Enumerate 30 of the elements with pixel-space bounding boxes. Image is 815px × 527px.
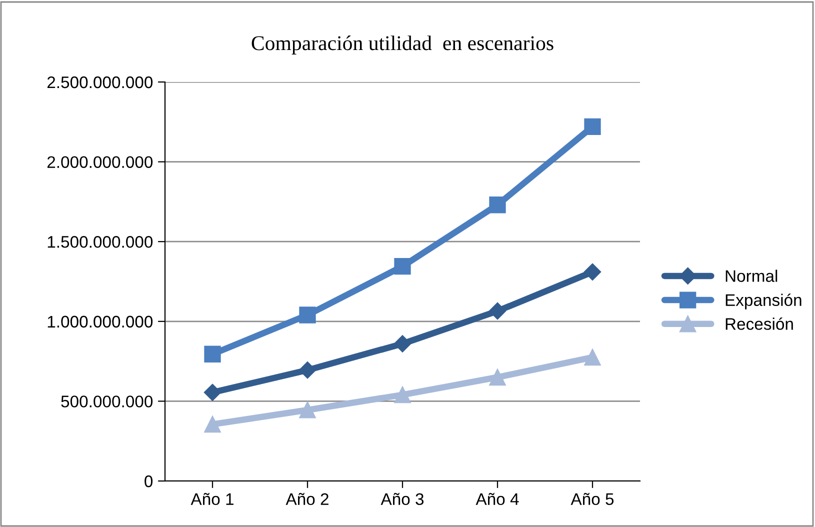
point: [489, 196, 506, 214]
x-tick-label: Año 5: [570, 492, 614, 506]
point: [394, 258, 411, 275]
x-tick-label: Año 1: [190, 492, 234, 506]
point: [204, 384, 222, 401]
y-tick-label: 500.000.000: [61, 396, 153, 408]
point: [394, 335, 412, 352]
y-tick-label: 1.500.000.000: [48, 236, 153, 248]
point: [584, 348, 601, 366]
y-tick-label: 2.500.000.000: [47, 76, 153, 88]
point: [584, 263, 602, 280]
y-tick-label: 2.000.000.000: [47, 156, 153, 168]
point: [298, 362, 316, 379]
chart-title: Comparación utilidad en escenarios: [252, 36, 554, 54]
point: [489, 368, 506, 386]
legend-label: Recesión: [726, 317, 793, 330]
y-tick-label: 1.000.000.000: [48, 316, 153, 328]
point: [299, 306, 316, 324]
y-tick-label: 0: [144, 475, 153, 488]
point: [299, 402, 316, 418]
point: [204, 346, 221, 362]
point: [394, 386, 411, 404]
x-tick-label: Año 4: [476, 492, 519, 506]
point: [204, 416, 221, 433]
x-tick-label: Año 3: [380, 492, 424, 506]
point: [488, 302, 506, 320]
x-tick-label: Año 2: [286, 492, 328, 506]
legend-label: Expansión: [726, 294, 802, 310]
point: [584, 118, 601, 136]
legend-label: Normal: [726, 270, 778, 282]
